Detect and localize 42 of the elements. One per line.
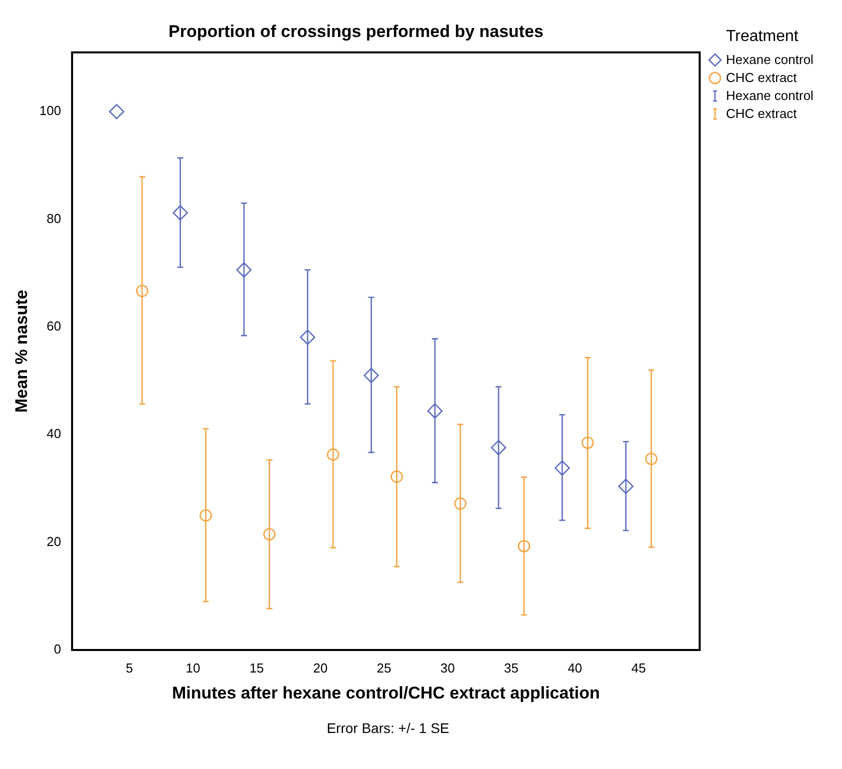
y-axis-title: Mean % nasute [12,290,31,413]
x-tick-label: 20 [313,660,328,676]
point [618,478,634,494]
x-tick-label: 40 [568,660,582,676]
x-tick-label: 25 [376,660,392,676]
x-tick-label: 10 [186,660,200,676]
point [518,540,530,552]
point [582,436,594,449]
x-tick-label: 45 [631,660,646,676]
point [263,528,276,540]
x-tick-label: 15 [249,660,264,676]
point [490,440,506,456]
y-tick-label: 100 [39,103,62,118]
x-axis-title: Minutes after hexane control/CHC extract application [172,683,600,702]
point [326,448,340,461]
text: Hexane control [726,52,814,67]
point [554,460,570,476]
legend-title: Treatment [726,28,800,46]
point [645,452,658,466]
point [200,509,212,522]
y-tick-label: 0 [54,642,62,657]
x-tick-label: 5 [126,660,133,676]
y-tick-label: 20 [46,534,62,549]
text: Error Bars: +/- 1 SE [326,720,450,736]
chart-title: Proportion of crossings performed by nasutes [168,22,544,41]
legend-label: CHC extract [726,106,797,121]
point [364,368,379,384]
point [300,330,316,345]
point [427,403,443,419]
x-tick-label: 35 [504,660,519,676]
point [390,470,403,483]
point [172,205,188,220]
text: CHC extract [726,70,797,85]
point [108,104,124,120]
point [236,262,252,278]
y-tick-label: 80 [46,210,62,226]
y-tick-label: 60 [46,318,62,334]
point [454,497,467,510]
point [136,284,148,298]
legend-label: Hexane control [726,88,814,103]
y-tick-label: 40 [46,426,62,442]
x-tick-label: 30 [440,660,455,676]
